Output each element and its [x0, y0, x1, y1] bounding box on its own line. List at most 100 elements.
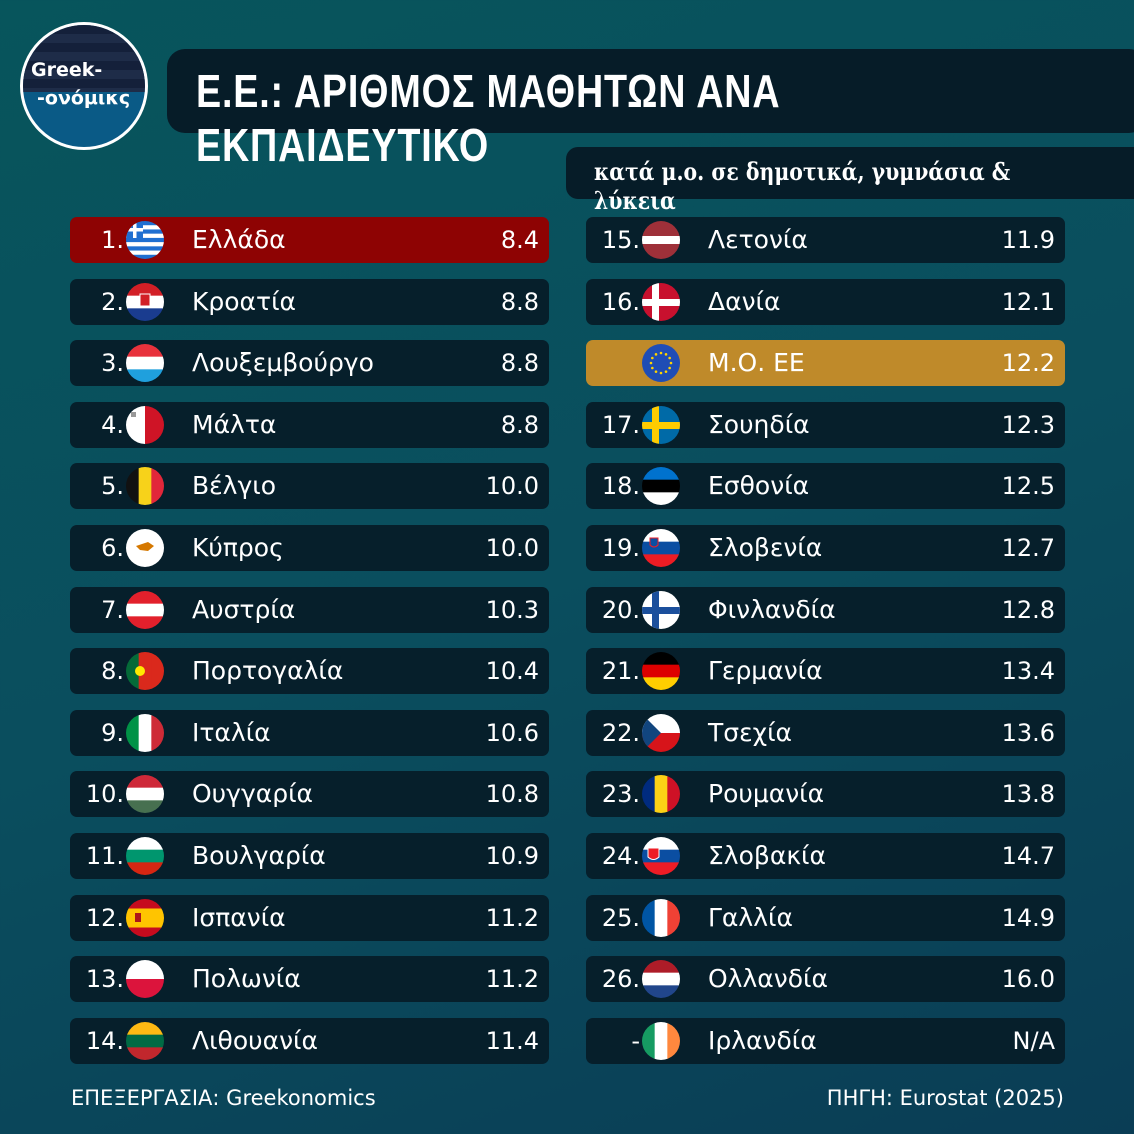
table-row: 15. Λετονία 11.9	[586, 217, 1065, 263]
table-row: 5. Βέλγιο 10.0	[70, 463, 549, 510]
flag-cy-icon	[126, 529, 164, 567]
country-name: Ιρλανδία	[708, 1025, 817, 1055]
country-name: Ιταλία	[192, 717, 271, 747]
country-name: Ουγγαρία	[192, 779, 314, 809]
value: 14.7	[1001, 842, 1055, 870]
table-row: 22. Τσεχία 13.6	[586, 709, 1065, 756]
country-name: Μάλτα	[192, 409, 277, 439]
rank: 17.	[601, 410, 640, 439]
country-name: Πολωνία	[192, 964, 301, 994]
table-row: 1. Ελλάδα 8.4	[70, 217, 549, 263]
rank: 16.	[601, 287, 640, 316]
greekonomics-logo: Greek- -ονόμικς	[20, 22, 148, 150]
table-row: 17. Σουηδία 12.3	[586, 401, 1065, 448]
value: 12.3	[1001, 410, 1055, 439]
value: 11.4	[485, 1026, 539, 1055]
table-row: 21. Γερμανία 13.4	[586, 648, 1065, 695]
table-row: 18. Εσθονία 12.5	[586, 463, 1065, 510]
rank: 19.	[601, 534, 640, 562]
value: 16.0	[1001, 965, 1055, 994]
flag-gr-icon	[126, 221, 164, 259]
flag-eu-icon	[642, 344, 680, 383]
flag-si-icon	[642, 529, 680, 567]
country-name: Μ.Ο. ΕΕ	[708, 348, 805, 378]
rank: 20.	[601, 595, 640, 624]
country-name: Σουηδία	[708, 409, 810, 439]
flag-hu-icon	[126, 775, 164, 814]
value: 11.2	[485, 903, 539, 932]
rank: 10.	[85, 780, 124, 809]
footer-credit: ΕΠΕΞΕΡΓΑΣΙΑ: Greekonomics	[71, 1086, 376, 1110]
rank: 15.	[601, 226, 640, 254]
flag-ie-icon	[642, 1021, 680, 1060]
flag-es-icon	[126, 898, 164, 937]
flag-nl-icon	[642, 960, 680, 999]
rank: 23.	[601, 780, 640, 809]
country-name: Τσεχία	[708, 717, 793, 747]
value: 12.1	[1001, 287, 1055, 316]
rank: 4.	[101, 410, 124, 439]
table-row: - Ιρλανδία N/A	[586, 1017, 1065, 1064]
flag-cz-icon	[642, 713, 680, 752]
value: 10.3	[485, 595, 539, 624]
subtitle-box	[566, 147, 1134, 199]
table-row: 12. Ισπανία 11.2	[70, 894, 549, 941]
value: N/A	[1012, 1026, 1055, 1055]
rank: -	[631, 1026, 640, 1055]
rank: 26.	[601, 965, 640, 994]
rank: 3.	[101, 349, 124, 378]
rank: 12.	[85, 903, 124, 932]
flag-hr-icon	[126, 282, 164, 321]
flag-de-icon	[642, 652, 680, 691]
table-row: 16. Δανία 12.1	[586, 278, 1065, 325]
rank: 25.	[601, 903, 640, 932]
value: 10.6	[485, 718, 539, 747]
value: 11.9	[1001, 226, 1055, 254]
table-row: 8. Πορτογαλία 10.4	[70, 648, 549, 695]
value: 8.8	[500, 349, 539, 378]
flag-ro-icon	[642, 775, 680, 814]
value: 12.7	[1001, 534, 1055, 562]
table-row: 13. Πολωνία 11.2	[70, 956, 549, 1003]
country-name: Δανία	[708, 286, 781, 316]
value: 8.4	[500, 226, 539, 254]
eu-average-row: Μ.Ο. ΕΕ 12.2	[586, 340, 1065, 387]
table-row: 20. Φινλανδία 12.8	[586, 586, 1065, 633]
logo-line2: -ονόμικς	[37, 87, 131, 109]
rank: 5.	[101, 472, 124, 501]
flag-mt-icon	[126, 405, 164, 444]
flag-it-icon	[126, 713, 164, 752]
page-title: Ε.Ε.: ΑΡΙΘΜΟΣ ΜΑΘΗΤΩΝ ΑΝΑ ΕΚΠΑΙΔΕΥΤΙΚΟ	[196, 65, 781, 171]
country-name: Αυστρία	[192, 594, 296, 624]
country-name: Κροατία	[192, 286, 297, 316]
table-row: 2. Κροατία 8.8	[70, 278, 549, 325]
country-name: Λετονία	[708, 225, 808, 254]
flag-pl-icon	[126, 960, 164, 999]
flag-ee-icon	[642, 467, 680, 506]
value: 10.4	[485, 657, 539, 686]
table-row: 6. Κύπρος 10.0	[70, 525, 549, 571]
table-row: 19. Σλοβενία 12.7	[586, 525, 1065, 571]
country-name: Λιθουανία	[192, 1025, 319, 1055]
value: 12.8	[1001, 595, 1055, 624]
table-row: 11. Βουλγαρία 10.9	[70, 833, 549, 879]
flag-dk-icon	[642, 282, 680, 321]
table-row: 3. Λουξεμβούργο 8.8	[70, 340, 549, 387]
value: 10.8	[485, 780, 539, 809]
country-name: Κύπρος	[192, 533, 284, 562]
flag-pt-icon	[126, 652, 164, 691]
rank: 8.	[101, 657, 124, 686]
value: 11.2	[485, 965, 539, 994]
rank: 24.	[601, 842, 640, 870]
country-name: Σλοβακία	[708, 841, 826, 870]
value: 13.8	[1001, 780, 1055, 809]
logo-line1: Greek-	[31, 59, 103, 81]
country-name: Πορτογαλία	[192, 656, 344, 686]
subtitle: κατά μ.ο. σε δημοτικά, γυμνάσια & λύκεια	[594, 157, 1011, 215]
flag-se-icon	[642, 405, 680, 444]
table-row: 24. Σλοβακία 14.7	[586, 833, 1065, 879]
table-row: 26. Ολλανδία 16.0	[586, 956, 1065, 1003]
country-name: Ρουμανία	[708, 779, 825, 809]
value: 10.0	[485, 534, 539, 562]
table-row: 7. Αυστρία 10.3	[70, 586, 549, 633]
